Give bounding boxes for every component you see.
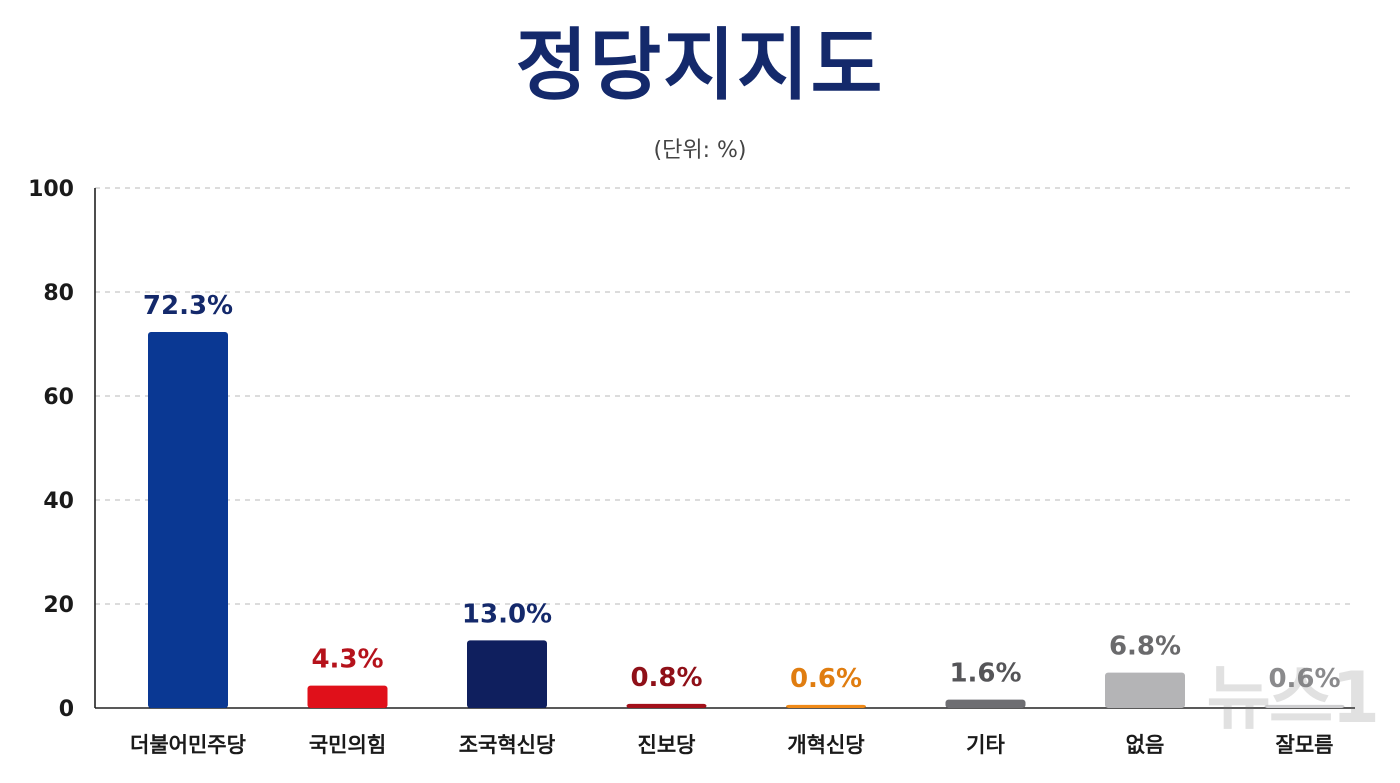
data-label: 0.6% — [790, 664, 862, 694]
category-label: 진보당 — [638, 733, 696, 757]
category-label: 잘모름 — [1276, 733, 1334, 757]
bar — [945, 699, 1026, 708]
category-label: 국민의힘 — [309, 733, 386, 757]
bar — [626, 703, 707, 708]
y-tick-label: 0 — [59, 697, 74, 722]
data-label: 0.6% — [1268, 664, 1340, 694]
data-label: 13.0% — [462, 599, 552, 629]
grid-lines — [95, 187, 1355, 605]
y-tick-label: 80 — [43, 281, 74, 306]
bars — [148, 332, 1345, 708]
data-label: 72.3% — [143, 291, 233, 321]
bar — [786, 704, 866, 708]
data-label: 4.3% — [311, 645, 383, 675]
category-label: 더불어민주당 — [130, 733, 246, 757]
bar — [307, 685, 388, 708]
bar — [1264, 704, 1345, 708]
data-label: 1.6% — [949, 659, 1021, 689]
bar — [148, 332, 228, 708]
y-tick-label: 100 — [28, 177, 74, 202]
labels: 0 20 40 60 80 100 72.3% 더불어민주당 4.3% 국민의힘 13.0% 조국혁신… — [28, 177, 1340, 757]
category-label: 조국혁신당 — [459, 733, 556, 757]
category-label: 기타 — [966, 733, 1005, 757]
bar — [467, 640, 547, 708]
y-tick-label: 20 — [43, 593, 74, 618]
y-tick-label: 60 — [43, 385, 74, 410]
category-label: 없음 — [1126, 733, 1165, 757]
data-label: 6.8% — [1109, 632, 1181, 662]
axes — [94, 188, 1355, 709]
category-label: 개혁신당 — [787, 733, 864, 757]
bar — [1105, 672, 1185, 708]
chart-subtitle: (단위: %) — [653, 138, 747, 163]
y-tick-label: 40 — [43, 489, 74, 514]
data-label: 0.8% — [630, 663, 702, 693]
chart-title: 정당지지도 — [515, 21, 885, 111]
